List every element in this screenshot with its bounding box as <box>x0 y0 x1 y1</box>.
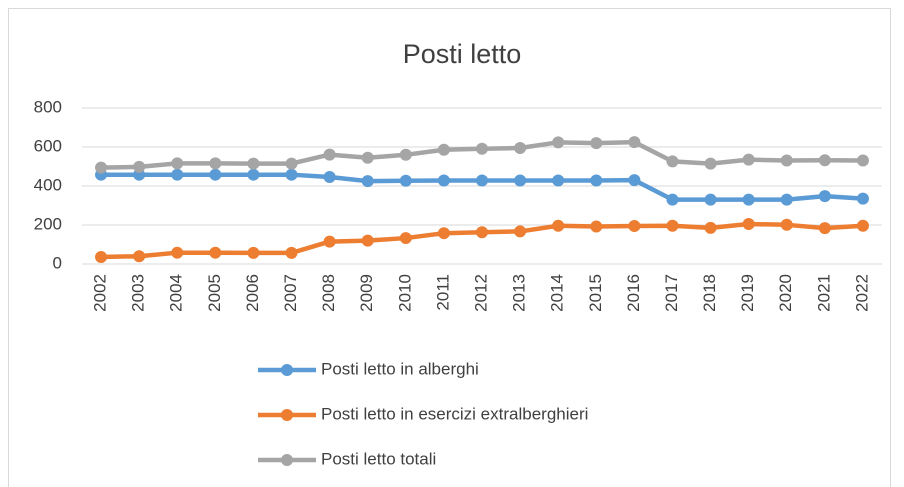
data-point <box>704 193 717 206</box>
data-point <box>856 219 869 232</box>
legend-label: Posti letto in esercizi extralberghieri <box>321 404 588 423</box>
data-point <box>818 190 831 203</box>
x-tick-label: 2016 <box>624 274 643 312</box>
data-point <box>285 157 298 170</box>
x-tick-label: 2021 <box>814 274 833 312</box>
legend-marker <box>281 364 293 376</box>
x-tick-label: 2008 <box>319 274 338 312</box>
x-tick-label: 2020 <box>776 274 795 312</box>
y-tick-label: 600 <box>34 136 62 155</box>
data-point <box>704 157 717 170</box>
x-tick-label: 2013 <box>510 274 529 312</box>
chart-frame <box>8 8 891 487</box>
data-point <box>133 160 146 173</box>
y-tick-label: 200 <box>34 214 62 233</box>
data-point <box>780 193 793 206</box>
data-point <box>399 174 412 187</box>
x-tick-label: 2022 <box>852 274 871 312</box>
data-point <box>742 218 755 231</box>
data-point <box>590 174 603 187</box>
data-point <box>514 141 527 154</box>
data-point <box>742 193 755 206</box>
data-point <box>666 155 679 168</box>
x-tick-label: 2003 <box>129 274 148 312</box>
y-tick-label: 0 <box>53 253 62 272</box>
data-point <box>209 246 222 259</box>
data-point <box>856 192 869 205</box>
legend-label: Posti letto totali <box>321 449 436 468</box>
data-point <box>399 148 412 161</box>
x-tick-label: 2017 <box>662 274 681 312</box>
x-tick-label: 2011 <box>433 274 452 311</box>
data-point <box>247 246 260 259</box>
data-point <box>323 171 336 184</box>
data-point <box>590 220 603 233</box>
data-point <box>780 154 793 167</box>
data-point <box>628 174 641 187</box>
data-point <box>552 136 565 149</box>
data-point <box>285 168 298 181</box>
data-point <box>133 250 146 263</box>
x-tick-label: 2005 <box>205 274 224 312</box>
data-point <box>95 250 108 263</box>
x-tick-label: 2009 <box>357 274 376 312</box>
data-point <box>818 154 831 167</box>
data-point <box>590 137 603 150</box>
data-point <box>361 234 374 247</box>
x-tick-label: 2010 <box>395 274 414 312</box>
data-point <box>552 219 565 232</box>
y-tick-label: 800 <box>34 97 62 116</box>
x-tick-label: 2019 <box>738 274 757 312</box>
data-point <box>666 193 679 206</box>
data-point <box>95 161 108 174</box>
x-tick-label: 2006 <box>243 274 262 312</box>
data-point <box>818 222 831 235</box>
data-point <box>856 154 869 167</box>
x-tick-label: 2012 <box>471 274 490 312</box>
data-point <box>323 235 336 248</box>
data-point <box>437 174 450 187</box>
data-point <box>476 226 488 239</box>
x-tick-label: 2007 <box>281 274 300 312</box>
data-point <box>247 157 260 170</box>
data-point <box>704 221 717 234</box>
data-point <box>742 153 755 166</box>
legend-marker <box>281 454 293 466</box>
legend-marker <box>281 409 293 421</box>
data-point <box>209 157 222 170</box>
data-point <box>247 168 260 181</box>
x-tick-label: 2004 <box>167 274 186 312</box>
x-tick-label: 2002 <box>91 274 110 312</box>
data-point <box>552 174 565 187</box>
x-tick-label: 2018 <box>700 274 719 312</box>
data-point <box>209 168 222 181</box>
data-point <box>628 219 641 232</box>
data-point <box>476 142 488 155</box>
data-point <box>437 227 450 240</box>
data-point <box>399 232 412 245</box>
x-tick-label: 2015 <box>586 274 605 312</box>
data-point <box>171 157 184 170</box>
data-point <box>323 148 336 161</box>
data-point <box>514 225 527 238</box>
data-point <box>514 174 527 187</box>
data-point <box>171 168 184 181</box>
x-tick-label: 2014 <box>548 274 567 312</box>
data-point <box>666 219 679 232</box>
data-point <box>780 218 793 231</box>
data-point <box>171 246 184 259</box>
legend-label: Posti letto in alberghi <box>321 359 479 378</box>
data-point <box>437 143 450 156</box>
y-tick-label: 400 <box>34 175 62 194</box>
data-point <box>361 175 374 188</box>
data-point <box>361 151 374 164</box>
chart-title: Posti letto <box>403 39 522 69</box>
data-point <box>628 136 641 149</box>
data-point <box>285 246 298 259</box>
data-point <box>476 174 488 187</box>
